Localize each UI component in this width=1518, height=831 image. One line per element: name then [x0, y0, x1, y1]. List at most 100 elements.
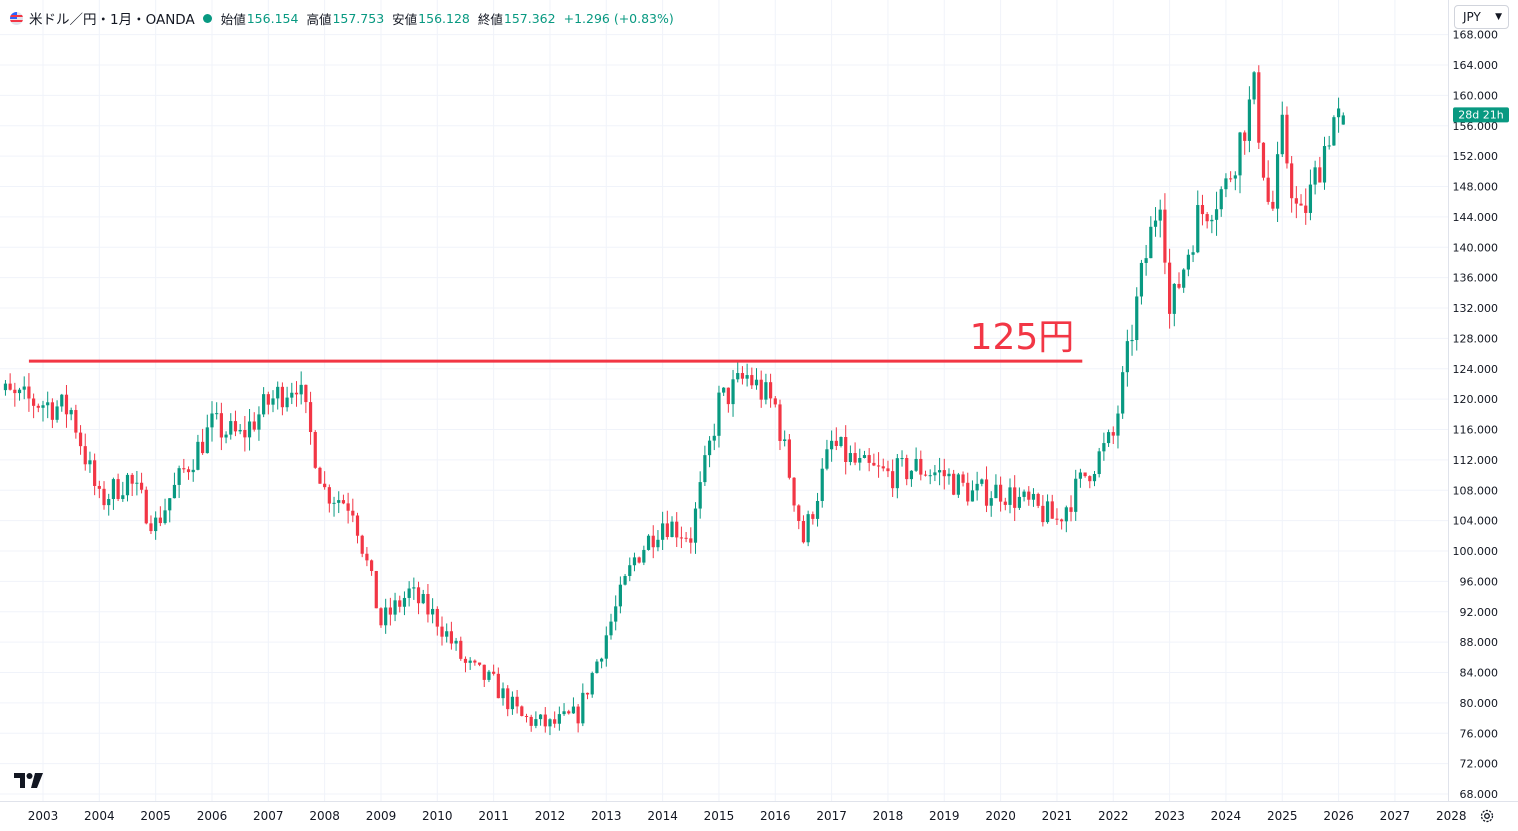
- candle-body: [642, 549, 646, 563]
- candle-body: [369, 560, 374, 571]
- candle-body: [229, 421, 233, 435]
- close-value: 157.362: [503, 10, 556, 26]
- candle-body: [374, 570, 378, 609]
- candle-body: [844, 436, 848, 462]
- candle-body: [830, 440, 834, 450]
- candle-body: [27, 386, 31, 399]
- time-axis[interactable]: 2003 2004 2005 2006 2007 2008 2009 2010 2011 2012…: [0, 801, 1518, 824]
- candle-body: [365, 553, 369, 561]
- year-tick-label: 2019: [929, 809, 960, 823]
- price-tick-label: 148.000: [1453, 181, 1499, 194]
- candle-body: [567, 711, 571, 714]
- price-tick-label: 112.000: [1453, 454, 1499, 467]
- candle-body: [731, 379, 735, 405]
- candle-body: [909, 470, 914, 480]
- candle-body: [900, 458, 904, 460]
- candle-body: [736, 373, 740, 380]
- candle-body: [937, 470, 942, 473]
- candlestick-series: [3, 65, 1345, 736]
- candle-body: [1008, 487, 1012, 505]
- candle-body: [839, 436, 843, 447]
- candle-body: [975, 483, 979, 491]
- candle-body: [327, 487, 331, 504]
- candle-body: [304, 384, 308, 403]
- horizontal-line-125[interactable]: 125円: [28, 317, 1083, 363]
- candle-body: [980, 479, 984, 484]
- candle-body: [323, 483, 327, 488]
- candle-body: [1308, 184, 1313, 213]
- candle-body: [919, 458, 923, 475]
- price-tick-label: 136.000: [1453, 272, 1499, 285]
- gear-icon[interactable]: [1479, 808, 1495, 824]
- candle-body: [384, 607, 388, 626]
- price-tick-label: 104.000: [1453, 515, 1499, 528]
- candle-body: [1177, 283, 1181, 288]
- currency-select[interactable]: JPY ▼: [1454, 5, 1509, 29]
- candle-body: [1027, 491, 1031, 500]
- candle-body: [595, 661, 599, 674]
- candle-body: [923, 474, 928, 476]
- countdown-text: 28d 21h: [1458, 108, 1503, 121]
- candle-body: [252, 421, 256, 430]
- year-tick-label: 2003: [28, 809, 59, 823]
- candle-body: [1214, 209, 1219, 220]
- candle-body: [3, 383, 8, 391]
- candle-body: [961, 474, 965, 483]
- candle-body: [172, 484, 177, 499]
- candle-body: [22, 386, 26, 390]
- candle-body: [1139, 262, 1144, 297]
- candle-body: [703, 455, 707, 483]
- candle-body: [754, 379, 759, 386]
- candle-body: [1074, 478, 1078, 512]
- candle-body: [1168, 262, 1172, 314]
- candle-body: [1290, 163, 1294, 199]
- candle-body: [1243, 132, 1247, 141]
- candle-body: [32, 398, 36, 406]
- candle-body: [1092, 474, 1097, 482]
- candle-body: [876, 465, 881, 467]
- candle-body: [313, 432, 317, 468]
- candle-body: [1196, 205, 1200, 253]
- candle-body: [632, 557, 637, 566]
- candle-body: [182, 468, 186, 470]
- candle-body: [440, 626, 444, 637]
- candle-body: [1153, 220, 1158, 227]
- candle-body: [510, 696, 515, 710]
- candle-body: [1121, 372, 1125, 414]
- year-tick-label: 2015: [704, 809, 735, 823]
- candle-body: [271, 398, 275, 405]
- candle-body: [186, 469, 191, 473]
- candle-body: [454, 640, 458, 644]
- price-axis[interactable]: 68.000 72.000 76.000 80.000 84.000 88.000 92.0…: [1448, 0, 1510, 801]
- candle-body: [1247, 99, 1252, 141]
- candle-body: [853, 453, 857, 463]
- candle-body: [1191, 252, 1195, 255]
- candle-body: [149, 523, 153, 532]
- candle-body: [135, 482, 139, 484]
- year-tick-label: 2028: [1436, 809, 1467, 823]
- candle-body: [506, 688, 510, 710]
- candle-body: [1257, 72, 1261, 143]
- symbol-title[interactable]: 米ドル／円・1月・OANDA: [29, 12, 195, 28]
- candle-body: [726, 387, 730, 405]
- candle-body: [529, 716, 533, 726]
- candle-body: [1017, 496, 1021, 508]
- candle-body: [46, 402, 50, 406]
- candle-body: [689, 538, 693, 543]
- candle-body: [1055, 518, 1059, 520]
- candle-body: [1031, 493, 1036, 500]
- candle-body: [224, 434, 228, 438]
- candle-body: [1304, 205, 1308, 213]
- candle-body: [294, 392, 299, 395]
- tradingview-logo-icon[interactable]: [14, 772, 44, 789]
- candle-body: [346, 503, 350, 511]
- price-tick-label: 76.000: [1460, 727, 1499, 740]
- low-label: 安値: [392, 11, 418, 27]
- candle-body: [1205, 214, 1209, 222]
- candle-body: [318, 467, 322, 484]
- candle-body: [69, 410, 73, 415]
- price-tick-label: 120.000: [1453, 393, 1499, 406]
- candle-body: [1252, 72, 1256, 100]
- candle-body: [1036, 493, 1040, 506]
